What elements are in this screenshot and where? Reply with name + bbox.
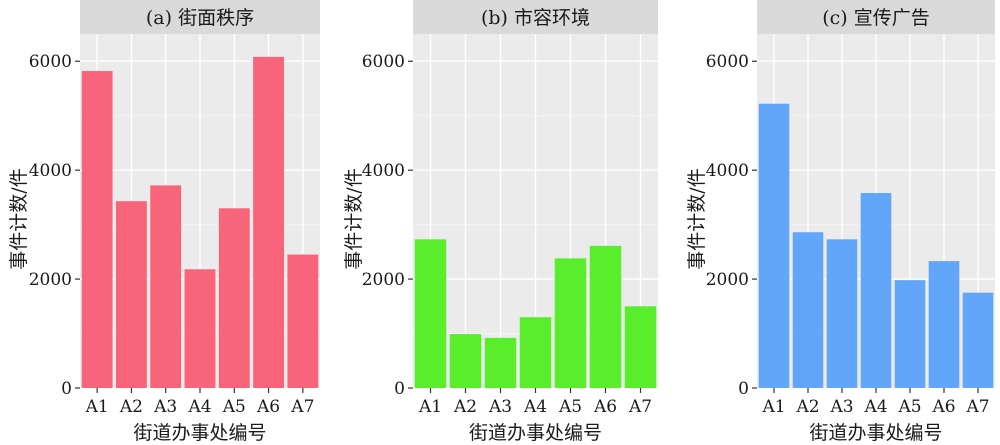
- x-tick-label: A2: [453, 397, 477, 417]
- x-tick-label: A4: [187, 397, 211, 417]
- bar-a4: [184, 269, 216, 388]
- bar-a3: [484, 337, 517, 388]
- y-tick-label: 2000: [706, 270, 749, 290]
- x-tick-label: A7: [965, 397, 989, 417]
- bar-a3: [826, 239, 858, 388]
- x-tick-label: A3: [153, 397, 177, 417]
- x-tick-label: A3: [488, 397, 512, 417]
- bar-a5: [554, 258, 587, 388]
- facet-strip: [757, 0, 995, 34]
- bar-a1: [758, 103, 790, 389]
- x-tick-label: A4: [523, 397, 547, 417]
- y-tick-label: 0: [61, 379, 72, 399]
- bar-a1: [81, 71, 113, 388]
- panel-title: (c) 宣传广告: [822, 7, 930, 29]
- y-tick-label: 6000: [29, 52, 72, 72]
- panel-title: (b) 市容环境: [481, 7, 590, 29]
- x-tick-label: A4: [863, 397, 887, 417]
- y-axis-label: 事件计数/件: [8, 168, 30, 269]
- bar-a6: [928, 261, 960, 388]
- bar-a6: [589, 245, 622, 388]
- x-tick-label: A6: [593, 397, 617, 417]
- chart-panel-1: (a) 街面秩序 0 2000 4000 6000 A1 A2 A3 A4 A5 A6 A7 街道办事处…: [8, 0, 320, 444]
- y-tick-label: 4000: [706, 161, 749, 181]
- x-tick-label: A5: [222, 397, 246, 417]
- bar-a1: [414, 239, 447, 388]
- x-tick-label: A1: [761, 397, 785, 417]
- bar-a5: [894, 280, 926, 388]
- x-tick-label: A1: [85, 397, 109, 417]
- y-tick-label: 2000: [362, 270, 405, 290]
- bar-a7: [624, 306, 657, 388]
- panel-title: (a) 街面秩序: [146, 7, 254, 29]
- x-tick-label: A3: [829, 397, 853, 417]
- bar-a2: [116, 201, 147, 388]
- y-tick-label: 6000: [362, 52, 405, 72]
- y-axis-label: 事件计数/件: [686, 168, 708, 269]
- bar-a5: [218, 208, 250, 388]
- bar-a7: [962, 292, 994, 388]
- x-tick-label: A7: [290, 397, 314, 417]
- x-tick-label: A2: [795, 397, 819, 417]
- x-tick-label: A7: [628, 397, 652, 417]
- x-tick-label: A6: [931, 397, 955, 417]
- x-axis-label: 街道办事处编号: [133, 422, 266, 444]
- x-tick-label: A5: [558, 397, 582, 417]
- y-tick-label: 4000: [29, 161, 72, 181]
- facet-strip: [413, 0, 658, 34]
- x-tick-label: A6: [256, 397, 280, 417]
- x-axis-label: 街道办事处编号: [469, 422, 602, 444]
- x-axis-label: 街道办事处编号: [809, 422, 942, 444]
- y-tick-label: 4000: [362, 161, 405, 181]
- bar-a4: [519, 317, 552, 388]
- chart-panel-3: (c) 宣传广告 0 2000 4000 6000 A1 A2 A3 A4 A5 A6 A7 街道办事处…: [686, 0, 995, 444]
- bar-a4: [860, 193, 892, 388]
- y-tick-label: 0: [738, 379, 749, 399]
- bar-a7: [287, 254, 319, 388]
- y-tick-label: 6000: [706, 52, 749, 72]
- chart-panel-2: (b) 市容环境 0 2000 4000 6000 A1 A2 A3 A4 A5 A6 A7 街道办事处…: [343, 0, 658, 444]
- y-tick-label: 2000: [29, 270, 72, 290]
- x-tick-label: A2: [119, 397, 143, 417]
- bar-a3: [150, 185, 182, 388]
- facet-strip: [80, 0, 320, 34]
- bar-a2: [449, 334, 482, 388]
- y-tick-label: 0: [394, 379, 405, 399]
- bar-a2: [792, 232, 824, 388]
- y-axis-label: 事件计数/件: [343, 168, 365, 269]
- x-tick-label: A1: [418, 397, 442, 417]
- bar-a6: [253, 56, 284, 389]
- x-tick-label: A5: [897, 397, 921, 417]
